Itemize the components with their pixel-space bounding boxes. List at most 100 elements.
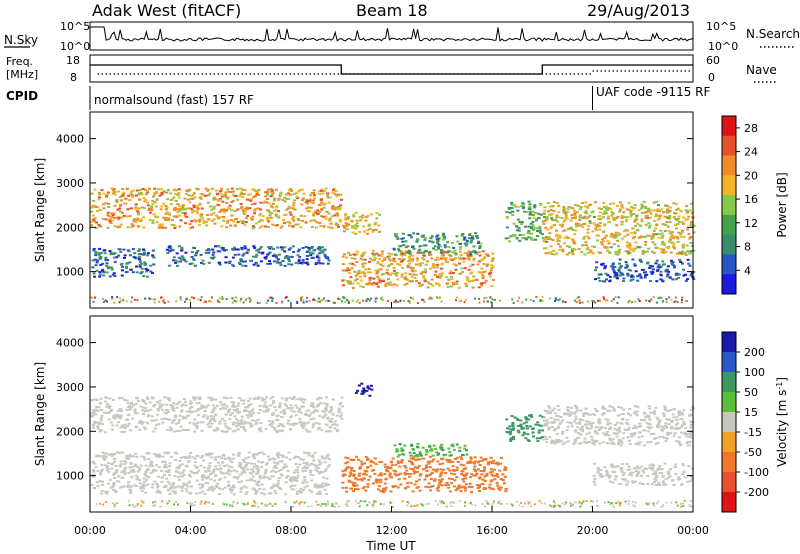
heatmap-cell	[484, 458, 488, 461]
heatmap-cell	[316, 470, 320, 473]
heatmap-cell	[276, 246, 280, 249]
heatmap-cell	[278, 424, 282, 426]
heatmap-cell	[674, 212, 678, 215]
heatmap-cell	[271, 485, 275, 488]
heatmap-cell	[198, 219, 202, 222]
heatmap-cell	[451, 282, 455, 285]
heatmap-cell	[134, 221, 138, 224]
heatmap-cell	[634, 218, 638, 221]
heatmap-cell	[460, 267, 464, 270]
heatmap-cell	[460, 472, 463, 475]
heatmap-cell	[640, 218, 644, 221]
heatmap-cell	[359, 275, 362, 278]
heatmap-cell	[298, 397, 302, 400]
heatmap-cell	[308, 248, 312, 251]
heatmap-cell	[104, 218, 108, 221]
heatmap-cell	[97, 423, 101, 426]
heatmap-cell	[204, 300, 207, 303]
heatmap-cell	[389, 281, 393, 284]
heatmap-cell	[508, 240, 511, 243]
heatmap-cell	[295, 422, 299, 425]
heatmap-cell	[640, 207, 644, 210]
heatmap-cell	[253, 195, 257, 197]
heatmap-cell	[618, 413, 622, 416]
heatmap-cell	[259, 409, 262, 412]
heatmap-cell	[119, 426, 123, 429]
heatmap-cell	[204, 187, 208, 190]
heatmap-cell	[630, 278, 634, 281]
heatmap-cell	[396, 460, 400, 463]
heatmap-cell	[245, 491, 249, 494]
heatmap-cell	[231, 457, 235, 460]
heatmap-cell	[435, 238, 439, 241]
heatmap-cell	[100, 429, 104, 432]
heatmap-cell	[300, 188, 304, 191]
heatmap-cell	[192, 423, 196, 426]
heatmap-cell	[258, 405, 262, 408]
heatmap-cell	[422, 275, 425, 278]
heatmap-cell	[201, 406, 205, 409]
heatmap-cell	[232, 190, 236, 193]
heatmap-cell	[351, 299, 354, 302]
heatmap-cell	[147, 187, 151, 190]
heatmap-cell	[326, 192, 330, 195]
heatmap-cell	[598, 215, 602, 218]
heatmap-cell	[361, 463, 364, 466]
heatmap-cell	[179, 219, 183, 222]
heatmap-cell	[366, 271, 370, 274]
heatmap-cell	[319, 462, 323, 465]
heatmap-cell	[124, 466, 128, 469]
heatmap-cell	[100, 414, 104, 417]
heatmap-cell	[306, 200, 310, 203]
heatmap-cell	[109, 410, 113, 412]
heatmap-cell	[626, 272, 630, 275]
heatmap-cell	[275, 431, 279, 434]
heatmap-cell	[169, 249, 173, 252]
heatmap-cell	[296, 300, 299, 303]
heatmap-cell	[284, 208, 288, 211]
heatmap-cell	[276, 462, 280, 465]
heatmap-cell	[268, 424, 272, 427]
heatmap-cell	[216, 461, 220, 464]
heatmap-cell	[519, 423, 523, 426]
heatmap-cell	[363, 477, 367, 480]
heatmap-cell	[179, 475, 183, 478]
heatmap-cell	[102, 207, 106, 210]
heatmap-cell	[434, 249, 438, 251]
heatmap-cell	[150, 419, 154, 422]
heatmap-cell	[271, 421, 275, 424]
heatmap-cell	[200, 207, 204, 210]
heatmap-cell	[690, 244, 694, 247]
heatmap-cell	[219, 457, 223, 460]
heatmap-cell	[300, 423, 304, 426]
heatmap-cell	[327, 430, 331, 433]
heatmap-cell	[216, 299, 219, 302]
heatmap-cell	[105, 262, 109, 265]
heatmap-cell	[103, 252, 107, 255]
heatmap-cell	[411, 463, 415, 466]
heatmap-cell	[273, 253, 277, 256]
heatmap-cell	[173, 206, 177, 209]
heatmap-cell	[150, 272, 154, 274]
heatmap-cell	[343, 253, 346, 256]
heatmap-cell	[668, 240, 671, 243]
heatmap-cell	[219, 467, 223, 470]
heatmap-cell	[412, 470, 416, 473]
heatmap-cell	[654, 215, 658, 218]
heatmap-cell	[597, 207, 601, 210]
heatmap-cell	[574, 411, 577, 414]
heatmap-cell	[149, 208, 153, 210]
heatmap-cell	[526, 232, 530, 234]
heatmap-cell	[609, 208, 613, 211]
heatmap-cell	[352, 483, 355, 486]
heatmap-cell	[588, 220, 592, 223]
heatmap-cell	[521, 301, 524, 304]
heatmap-cell	[422, 251, 426, 254]
heatmap-cell	[585, 423, 589, 426]
heatmap-cell	[212, 212, 216, 214]
heatmap-cell	[651, 265, 655, 268]
heatmap-cell	[175, 452, 179, 455]
heatmap-cell	[681, 244, 685, 247]
heatmap-cell	[337, 225, 340, 228]
heatmap-cell	[328, 219, 332, 222]
